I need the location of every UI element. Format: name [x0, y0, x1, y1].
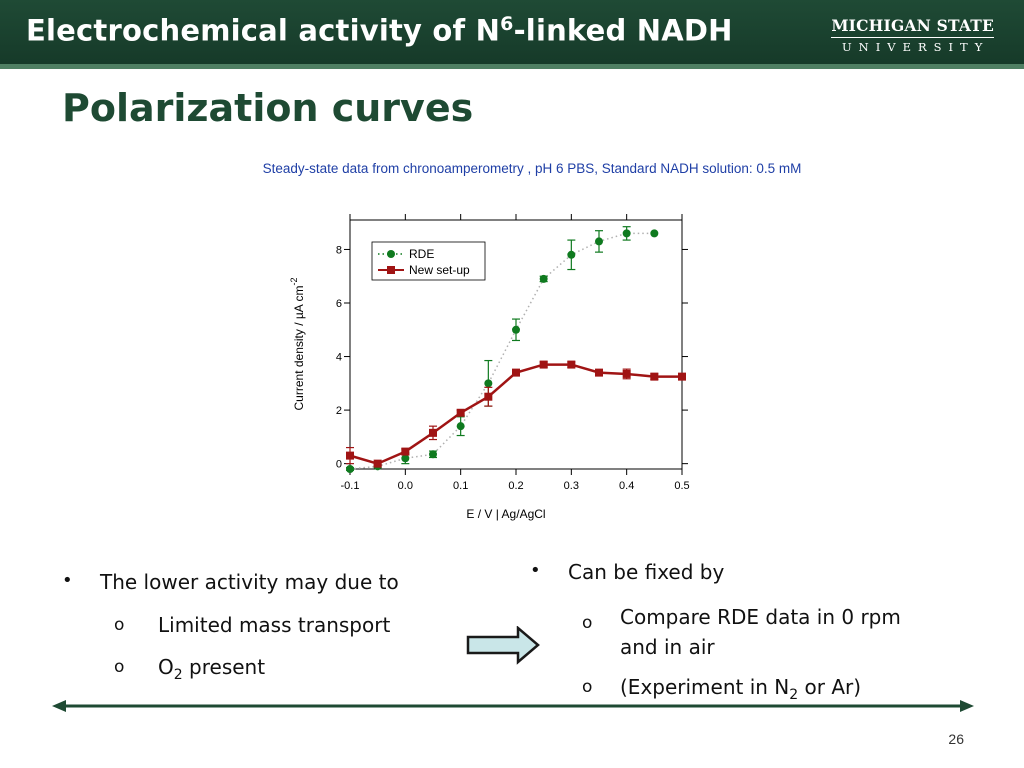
x-tick-label: 0.2 — [508, 480, 523, 492]
data-point — [650, 229, 659, 238]
axis-ticks: -0.1 0.0 0.1 0.2 0.3 0.4 0.5 0 2 4 6 8 — [336, 214, 690, 492]
sub-bullet-experiment: o (Experiment in N2 or Ar) — [582, 675, 862, 703]
data-point — [622, 369, 631, 378]
data-point — [539, 360, 548, 369]
y-tick-label: 8 — [336, 244, 342, 256]
sub-bullet-icon: o — [582, 613, 593, 633]
chart-subtitle: Steady-state data from chronoamperometry… — [262, 161, 802, 176]
chart-legend: RDE New set-up — [371, 241, 486, 281]
right-bullet-list: • Can be fixed by o Compare RDE data in 0 … — [530, 560, 901, 703]
sub-bullet-icon: o — [114, 615, 125, 635]
sub-bullet-compare-rde: o Compare RDE data in 0 rpm and in air — [582, 605, 901, 659]
right-arrow-icon — [466, 626, 540, 665]
data-point — [373, 459, 382, 468]
page-number: 26 — [948, 731, 964, 747]
data-point — [512, 368, 520, 377]
header-title: Electrochemical activity of N6-linked NA… — [26, 13, 733, 48]
x-tick-label: 0.3 — [564, 480, 579, 492]
sub-bullet-icon: o — [114, 657, 125, 677]
sub-bullet-icon: o — [582, 677, 593, 697]
x-tick-label: -0.1 — [341, 480, 360, 492]
polarization-chart: -0.1 0.0 0.1 0.2 0.3 0.4 0.5 0 2 4 6 8 E / V | Ag/A… — [289, 214, 690, 521]
x-tick-label: 0.5 — [674, 480, 689, 492]
y-tick-label: 0 — [336, 459, 342, 471]
data-point — [567, 250, 576, 259]
data-point — [456, 422, 465, 431]
data-point — [650, 372, 659, 381]
data-point — [595, 368, 603, 377]
bullet-can-be-fixed: • Can be fixed by — [530, 560, 725, 584]
x-tick-label: 0.0 — [398, 480, 413, 492]
x-tick-label: 0.1 — [453, 480, 468, 492]
slide-title: Polarization curves — [62, 86, 474, 130]
legend-newsetup-label: New set-up — [409, 263, 470, 277]
y-axis-label: Current density / µA cm-2 — [289, 278, 306, 411]
series-layer — [346, 226, 686, 473]
data-point — [512, 325, 520, 334]
data-point — [429, 428, 437, 437]
legend-newsetup-marker — [387, 266, 395, 274]
series-1 — [346, 360, 686, 468]
data-point — [346, 465, 354, 473]
y-tick-label: 6 — [336, 298, 342, 310]
data-point — [622, 229, 631, 238]
data-point — [567, 360, 576, 369]
data-point — [401, 447, 410, 456]
data-point — [678, 372, 686, 381]
y-tick-label: 2 — [336, 405, 342, 417]
data-point — [401, 454, 410, 463]
data-point — [484, 392, 493, 401]
bottom-divider — [52, 700, 974, 712]
series-line — [349, 232, 655, 470]
left-bullet-list: • The lower activity may due to o Limited … — [62, 570, 399, 683]
sub-bullet-mass-transport: o Limited mass transport — [114, 613, 391, 637]
data-point — [595, 237, 603, 246]
bullet-lower-activity: • The lower activity may due to — [62, 570, 399, 594]
bullet-dot-icon: • — [62, 570, 73, 591]
x-tick-label: 0.4 — [619, 480, 634, 492]
data-point — [346, 451, 354, 460]
x-axis-label: E / V | Ag/AgCl — [466, 507, 545, 521]
msu-logo: MICHIGAN STATE UNIVERSITY — [831, 16, 994, 54]
sub-bullet-o2-present: o O2 present — [114, 655, 266, 683]
legend-rde-label: RDE — [409, 247, 434, 261]
bullet-dot-icon: • — [530, 560, 541, 581]
logo-line-1: MICHIGAN STATE — [831, 16, 994, 38]
y-tick-label: 4 — [336, 352, 342, 364]
series-line — [349, 363, 682, 465]
logo-line-2: UNIVERSITY — [841, 40, 990, 54]
legend-rde-marker — [387, 250, 395, 258]
data-point — [484, 379, 493, 388]
data-point — [456, 408, 465, 417]
data-point — [539, 274, 548, 283]
header-bar: Electrochemical activity of N6-linked NA… — [0, 0, 1024, 69]
data-point — [429, 450, 437, 459]
